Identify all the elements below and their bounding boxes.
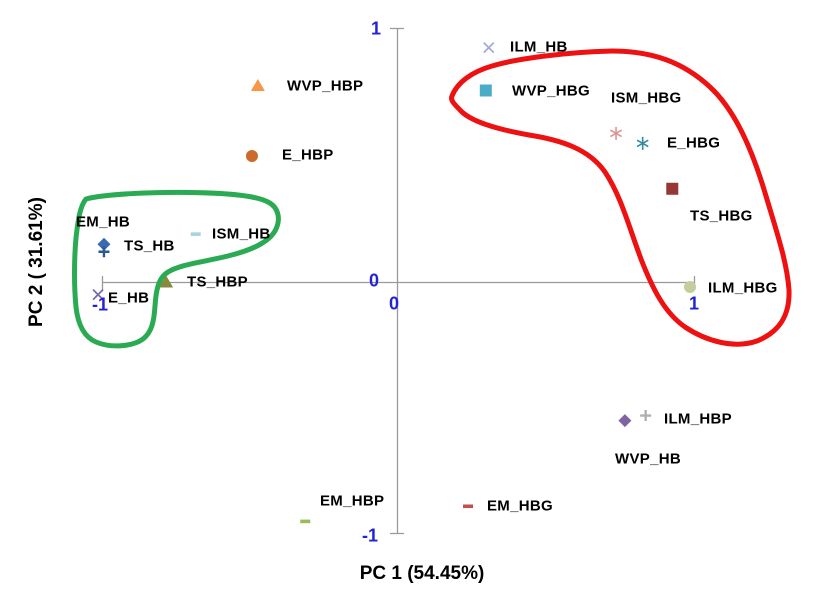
point-marker-ILM_HBG <box>684 281 697 294</box>
axes <box>101 27 696 535</box>
point-marker-WVP_HBG <box>479 84 492 97</box>
y-axis-ticks <box>390 27 404 535</box>
y-axis-title: PC 2 ( 31.61%) <box>26 197 47 327</box>
point-marker-EM_HBP <box>300 519 311 524</box>
point-marker-TS_HBP <box>159 275 174 288</box>
point-marker-WVP_HBP <box>250 78 265 91</box>
point-marker-EM_HBG <box>463 504 474 509</box>
x-axis-title: PC 1 (54.45%) <box>359 563 485 584</box>
point-marker-WVP_HB <box>640 410 652 422</box>
point-marker-ISM_HB <box>190 232 201 236</box>
point-marker-E_HBP <box>245 150 258 162</box>
point-marker-ILM_HBP <box>618 414 632 428</box>
point-marker-EM_HB <box>97 237 111 251</box>
point-marker-E_HB <box>92 288 104 301</box>
green-cluster-outline <box>72 189 281 349</box>
data-points-layer <box>92 42 697 524</box>
point-marker-TS_HBG <box>666 182 679 195</box>
point-marker-ILM_HB <box>483 42 495 54</box>
point-marker-E_HBG <box>636 136 649 150</box>
red-cluster-outline <box>449 48 792 347</box>
point-marker-ISM_HBG <box>610 126 623 140</box>
point-marker-TS_HB <box>98 246 110 258</box>
